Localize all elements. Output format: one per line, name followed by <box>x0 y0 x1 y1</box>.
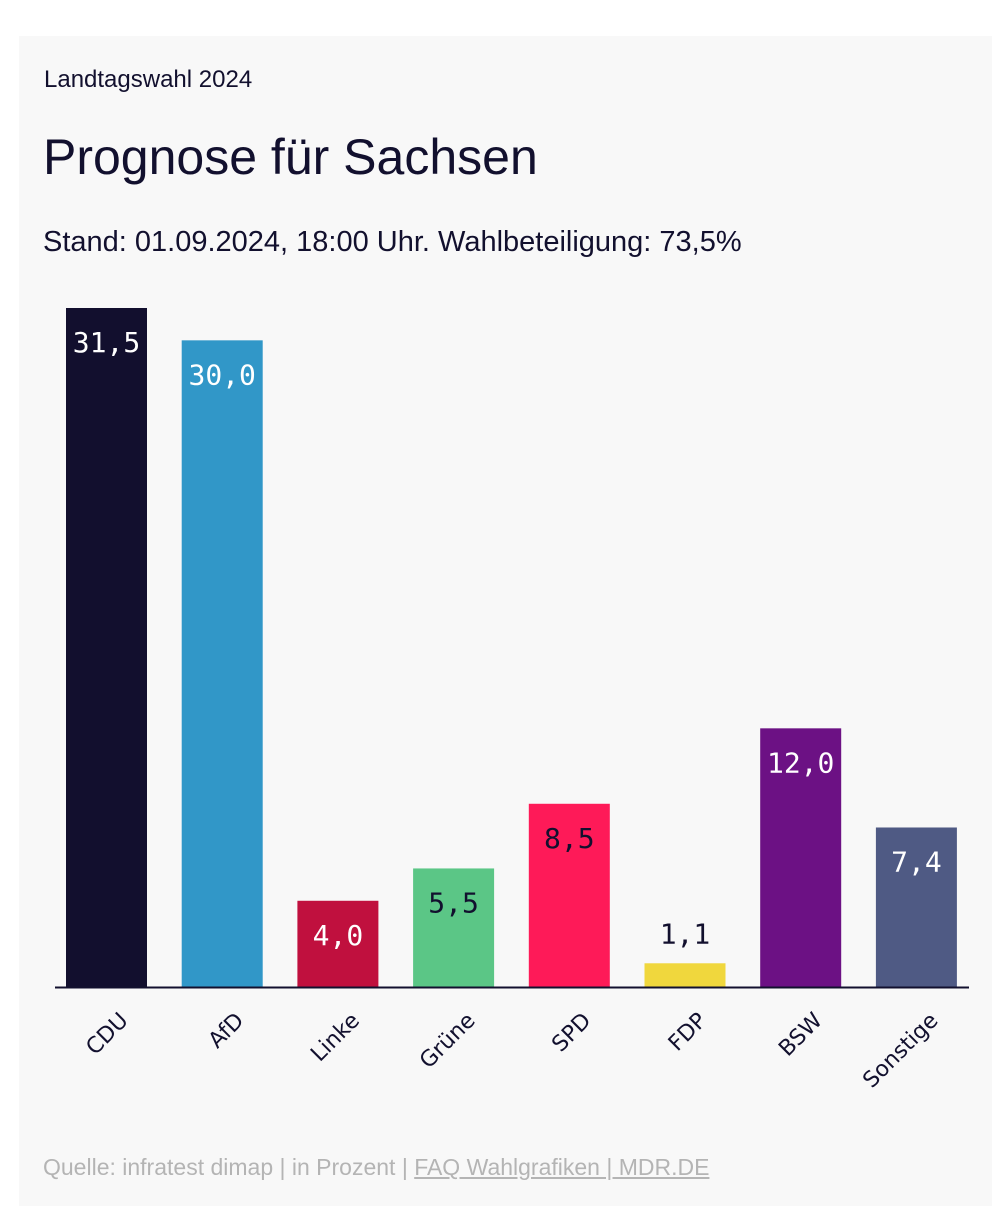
value-label-grüne: 5,5 <box>428 886 479 919</box>
value-label-cdu: 31,5 <box>73 326 140 359</box>
bar-fdp <box>644 963 726 987</box>
value-label-sonstige: 7,4 <box>891 845 942 878</box>
bar-sonstige <box>875 827 957 987</box>
source-footer: Quelle: infratest dimap | in Prozent | F… <box>43 1154 709 1181</box>
category-label-cdu: CDU <box>82 1008 134 1060</box>
category-label-sonstige: Sonstige <box>858 1008 943 1093</box>
bar-linke <box>297 900 379 987</box>
category-label-spd: SPD <box>547 1008 596 1057</box>
value-label-fdp: 1,1 <box>660 917 711 950</box>
bar-spd <box>528 803 610 987</box>
bar-grüne <box>413 868 495 987</box>
chart-card: Landtagswahl 2024 Prognose für Sachsen S… <box>19 36 992 1206</box>
category-label-fdp: FDP <box>664 1008 712 1056</box>
value-label-linke: 4,0 <box>313 919 364 952</box>
source-text: Quelle: infratest dimap | in Prozent | <box>43 1154 415 1180</box>
category-label-linke: Linke <box>306 1008 365 1067</box>
category-label-grüne: Grüne <box>415 1008 480 1073</box>
value-label-bsw: 12,0 <box>767 746 834 779</box>
chart-title: Prognose für Sachsen <box>43 129 538 185</box>
faq-link[interactable]: FAQ Wahlgrafiken | MDR.DE <box>414 1154 710 1180</box>
value-label-spd: 8,5 <box>544 822 595 855</box>
bar-afd <box>181 340 263 987</box>
chart-kicker: Landtagswahl 2024 <box>44 66 253 93</box>
bar-cdu <box>66 308 147 987</box>
category-label-afd: AfD <box>204 1008 249 1053</box>
bar-bsw <box>760 728 842 987</box>
chart-subtitle: Stand: 01.09.2024, 18:00 Uhr. Wahlbeteil… <box>43 226 742 258</box>
category-label-bsw: BSW <box>774 1008 828 1062</box>
value-label-afd: 30,0 <box>188 358 255 391</box>
